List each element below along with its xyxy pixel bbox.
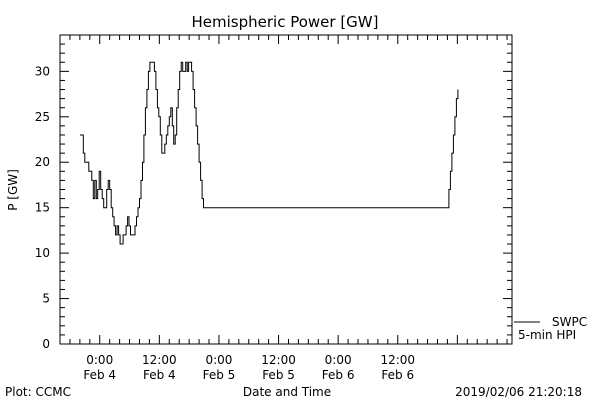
y-tick-label: 20 [35,155,50,169]
legend-label-swpc: SWPC [552,315,587,329]
x-axis-label: Date and Time [243,385,331,399]
plot-area [59,34,513,345]
x-tick-date-label: Feb 6 [381,368,414,382]
y-tick-label: 10 [35,246,50,260]
legend-label-5min-hpi: 5-min HPI [518,328,576,342]
footer-timestamp: 2019/02/06 21:20:18 [455,385,582,399]
x-tick-time-label: 12:00 [380,353,415,367]
chart-title: Hemispheric Power [GW] [192,13,379,31]
series-line-swpc [79,61,459,245]
y-axis-label: P [GW] [6,169,20,211]
y-tick-label: 25 [35,110,50,124]
x-tick-time-label: 12:00 [261,353,296,367]
x-tick-date-label: Feb 4 [143,368,176,382]
series-layer [79,61,459,245]
y-axis: 0 5 10 15 20 25 30 [35,34,512,351]
plot-border [59,34,513,345]
y-tick-label: 15 [35,201,50,215]
x-tick-time-label: 0:00 [86,353,113,367]
y-tick-label: 5 [42,292,50,306]
footer-credit: Plot: CCMC [5,385,71,399]
x-tick-time-label: 0:00 [205,353,232,367]
x-tick-time-label: 0:00 [325,353,352,367]
x-tick-date-label: Feb 6 [322,368,355,382]
x-tick-time-label: 12:00 [142,353,177,367]
x-tick-date-label: Feb 5 [203,368,236,382]
y-tick-label: 0 [42,337,50,351]
y-tick-label: 30 [35,64,50,78]
x-tick-date-label: Feb 4 [83,368,116,382]
x-tick-date-label: Feb 5 [262,368,295,382]
